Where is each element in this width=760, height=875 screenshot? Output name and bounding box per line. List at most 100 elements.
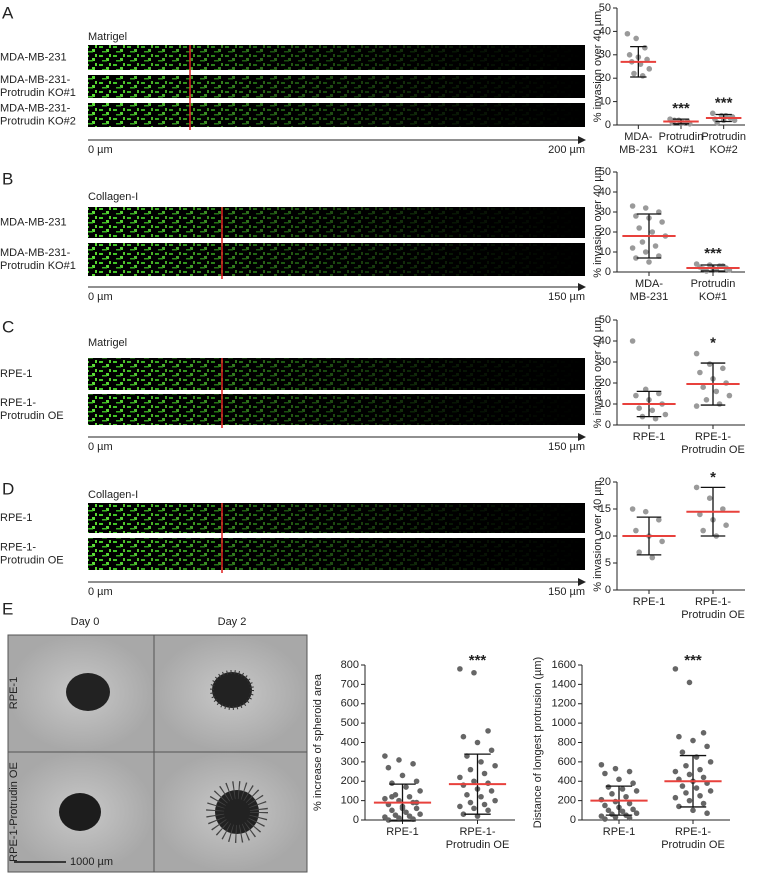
y-tick-label: 1400 bbox=[552, 678, 576, 690]
y-axis-title: % invasion over 40 µm bbox=[592, 480, 604, 592]
data-point bbox=[629, 506, 636, 512]
data-point bbox=[623, 793, 629, 800]
data-point bbox=[619, 808, 626, 815]
data-point bbox=[659, 219, 665, 225]
x-tick-label: Protrudin KO#2 bbox=[701, 131, 746, 156]
y-tick-label: 20 bbox=[599, 476, 611, 488]
data-point bbox=[693, 403, 700, 409]
y-tick-label: 700 bbox=[341, 678, 359, 690]
scale-label: 1000 µm bbox=[70, 856, 113, 868]
data-point bbox=[488, 788, 495, 794]
micrograph-fade bbox=[88, 207, 585, 238]
y-tick-label: 40 bbox=[599, 186, 611, 198]
y-tick-label: 600 bbox=[558, 756, 576, 768]
data-point bbox=[633, 810, 640, 817]
data-point bbox=[726, 392, 733, 399]
medium-label: Collagen-I bbox=[88, 191, 138, 203]
y-tick-label: 400 bbox=[558, 775, 576, 787]
y-tick-label: 5 bbox=[605, 557, 611, 569]
data-point bbox=[612, 765, 619, 772]
data-point bbox=[478, 759, 484, 765]
y-tick-label: 10 bbox=[599, 530, 611, 542]
axis-end: 200 µm bbox=[548, 144, 585, 156]
x-tick-label: RPE-1-Protrudin OE bbox=[681, 431, 745, 456]
y-tick-label: 50 bbox=[599, 166, 611, 178]
y-tick-label: 400 bbox=[341, 736, 359, 748]
x-tick-label: RPE-1 bbox=[603, 826, 635, 838]
data-point bbox=[382, 795, 388, 802]
x-tick-label: Protrudin KO#1 bbox=[691, 278, 736, 303]
data-point bbox=[720, 365, 726, 372]
x-tick-label: MDA-MB-231 bbox=[619, 131, 658, 156]
y-axis-title: % invasion over 40 µm bbox=[592, 166, 604, 278]
data-point bbox=[413, 805, 420, 812]
x-tick-label: RPE-1-Protrudin OE bbox=[681, 596, 745, 621]
data-point bbox=[616, 776, 622, 783]
micrograph-fade bbox=[88, 45, 585, 70]
data-point bbox=[683, 762, 689, 769]
data-point bbox=[460, 811, 467, 817]
data-point bbox=[633, 255, 639, 261]
data-point bbox=[679, 783, 686, 789]
y-tick-label: 40 bbox=[599, 25, 611, 37]
data-point bbox=[626, 815, 633, 821]
y-tick-label: 20 bbox=[599, 226, 611, 238]
axis-start: 0 µm bbox=[88, 291, 113, 303]
data-point bbox=[642, 205, 649, 211]
data-point bbox=[703, 397, 710, 403]
data-point bbox=[700, 774, 707, 781]
data-point bbox=[720, 506, 726, 512]
y-tick-label: 200 bbox=[341, 775, 359, 787]
data-point bbox=[492, 762, 498, 769]
micrograph-fade bbox=[88, 103, 585, 127]
significance: * bbox=[710, 335, 716, 352]
data-point bbox=[481, 770, 488, 777]
data-point bbox=[396, 815, 402, 821]
y-tick-label: 50 bbox=[599, 2, 611, 14]
y-tick-label: 0 bbox=[605, 119, 611, 131]
y-tick-label: 1000 bbox=[552, 717, 576, 729]
axis-start: 0 µm bbox=[88, 441, 113, 453]
data-point bbox=[659, 538, 665, 545]
data-point bbox=[636, 549, 642, 555]
significance: *** bbox=[672, 100, 690, 117]
data-point bbox=[457, 803, 463, 810]
y-tick-label: 40 bbox=[599, 335, 611, 347]
column-label: Day 2 bbox=[218, 616, 247, 628]
row-label: MDA-MB-231 bbox=[0, 51, 67, 63]
axis-end: 150 µm bbox=[548, 291, 585, 303]
micrograph-fade bbox=[88, 394, 585, 425]
y-tick-label: 300 bbox=[341, 756, 359, 768]
data-point bbox=[704, 743, 710, 750]
y-tick-label: 1600 bbox=[552, 659, 576, 671]
x-tick-label: RPE-1-Protrudin OE bbox=[446, 826, 510, 851]
data-point bbox=[656, 390, 662, 397]
data-point bbox=[460, 733, 467, 740]
data-point bbox=[389, 807, 395, 814]
spheroid bbox=[210, 670, 254, 710]
data-point bbox=[417, 811, 423, 817]
data-point bbox=[686, 797, 693, 804]
data-point bbox=[485, 807, 491, 814]
data-point bbox=[636, 225, 642, 231]
data-point bbox=[693, 350, 700, 357]
row-label: RPE-1-Protrudin OE bbox=[0, 541, 64, 566]
data-point bbox=[636, 405, 642, 412]
y-tick-label: 500 bbox=[341, 717, 359, 729]
data-point bbox=[619, 786, 626, 792]
data-point bbox=[723, 522, 729, 528]
data-point bbox=[406, 793, 413, 800]
data-point bbox=[602, 802, 608, 809]
y-tick-label: 800 bbox=[558, 736, 576, 748]
axis-start: 0 µm bbox=[88, 586, 113, 598]
data-point bbox=[652, 243, 659, 249]
data-point bbox=[633, 527, 639, 534]
row-label: MDA-MB-231-Protrudin KO#1 bbox=[0, 74, 76, 99]
y-tick-label: 30 bbox=[599, 206, 611, 218]
data-point bbox=[662, 411, 669, 418]
data-point bbox=[690, 737, 696, 744]
micrograph-fade bbox=[88, 538, 585, 570]
row-label: MDA-MB-231 bbox=[0, 216, 67, 228]
x-tick-label: RPE-1 bbox=[633, 596, 665, 608]
